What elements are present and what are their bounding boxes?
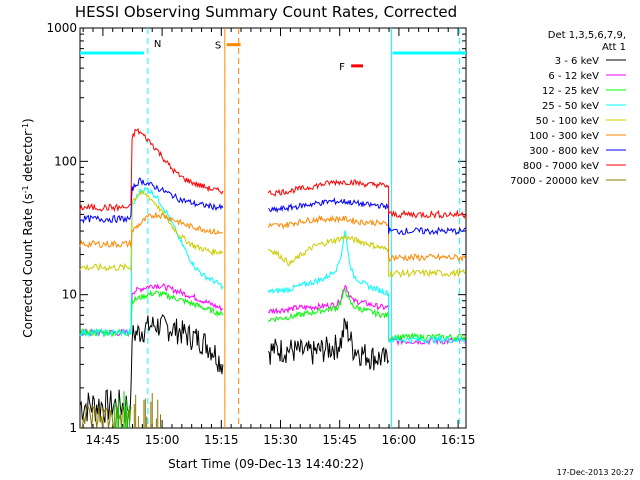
legend-label-50-100-kev: 50 - 100 keV — [536, 116, 600, 127]
legend-label-100-300-kev: 100 - 300 keV — [529, 131, 599, 142]
series-line — [267, 318, 390, 371]
legend-label-7000-20000-kev: 7000 - 20000 keV — [510, 176, 599, 187]
series-line — [79, 189, 224, 272]
legend-header-line: Att 1 — [602, 42, 626, 53]
series-800-7000-kev — [79, 127, 467, 220]
series-100-300-kev — [79, 212, 467, 263]
legend: Det 1,3,5,6,7,9,Att 13 - 6 keV 6 - 12 keV… — [510, 30, 626, 187]
x-tick-label: 14:45 — [86, 433, 121, 447]
series-line — [267, 289, 467, 343]
legend-label-3-6-kev: 3 - 6 keV — [555, 56, 599, 67]
y-tick-label: 10 — [62, 288, 77, 302]
series-line — [79, 212, 223, 249]
y-axis-label-part: detector — [21, 131, 35, 186]
y-axis-label-text: Corrected Count Rate (s-1 detector-1) — [21, 118, 36, 337]
status-bar-label: F — [339, 62, 345, 73]
series-line — [267, 214, 467, 263]
x-tick-label: 16:15 — [441, 433, 476, 447]
legend-label-6-12-kev: 6 - 12 keV — [548, 71, 599, 82]
series-line — [79, 289, 224, 338]
spikes-7000-20000-kev — [133, 393, 162, 428]
legend-label-12-25-kev: 12 - 25 keV — [542, 86, 599, 97]
series-line — [79, 177, 224, 224]
y-tick-label: 1000 — [46, 21, 77, 35]
y-axis-label: Corrected Count Rate (s-1 detector-1) — [21, 118, 36, 337]
legend-header-line: Det 1,3,5,6,7,9, — [548, 30, 626, 41]
series-line — [268, 233, 467, 279]
series-line — [80, 402, 132, 428]
status-bar-label: S — [215, 41, 221, 52]
series-7000-20000-kev — [80, 402, 132, 428]
x-tick-label: 15:00 — [145, 433, 180, 447]
series-12-25-kev — [79, 289, 467, 343]
series-line — [79, 282, 224, 338]
timestamp-label: 17-Dec-2013 20:27 — [557, 468, 634, 477]
chart-title: HESSI Observing Summary Count Rates, Cor… — [75, 3, 457, 21]
series-line — [267, 284, 467, 347]
x-tick-label: 15:45 — [322, 433, 357, 447]
series-25-50-kev — [79, 186, 466, 345]
legend-label-800-7000-kev: 800 - 7000 keV — [523, 161, 599, 172]
series-line — [267, 230, 466, 345]
x-tick-label: 15:15 — [204, 433, 239, 447]
series-line — [79, 314, 224, 423]
y-tick-label: 100 — [54, 154, 77, 168]
series-line — [268, 197, 466, 236]
y-axis-label-part: Corrected Count Rate (s — [21, 193, 35, 337]
legend-label-300-800-kev: 300 - 800 keV — [529, 146, 599, 157]
y-axis-label-part: ) — [21, 118, 35, 123]
plot-frame — [79, 27, 467, 429]
y-axis-label-superscript: -1 — [21, 185, 30, 193]
x-tick-label: 15:30 — [263, 433, 298, 447]
x-tick-label: 16:00 — [382, 433, 417, 447]
x-axis-label: Start Time (09-Dec-13 14:40:22) — [168, 457, 364, 471]
y-axis-label-superscript: -1 — [21, 123, 30, 131]
series-3-6-kev — [79, 314, 390, 423]
spikes-3-6-kev — [113, 391, 131, 428]
legend-label-25-50-kev: 25 - 50 keV — [542, 101, 599, 112]
series-line — [79, 186, 224, 338]
series-300-800-kev — [79, 177, 466, 236]
series-50-100-kev — [79, 189, 467, 279]
marker-label: N — [154, 39, 161, 50]
series-line — [267, 178, 467, 220]
plot-area: 1 10 100 1000 14:45 15:00 15:15 15:30 15:45 16:00… — [46, 21, 475, 447]
y-tick-label: 1 — [69, 421, 77, 435]
series-line — [79, 127, 224, 213]
